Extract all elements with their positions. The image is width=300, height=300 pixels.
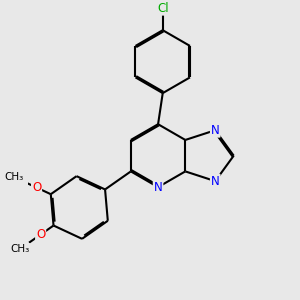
Text: Cl: Cl [157, 2, 169, 15]
Text: O: O [32, 181, 41, 194]
Text: CH₃: CH₃ [11, 244, 30, 254]
Text: CH₃: CH₃ [4, 172, 23, 182]
Text: O: O [36, 228, 45, 241]
Text: N: N [154, 181, 162, 194]
Text: N: N [211, 175, 220, 188]
Text: N: N [211, 124, 220, 137]
